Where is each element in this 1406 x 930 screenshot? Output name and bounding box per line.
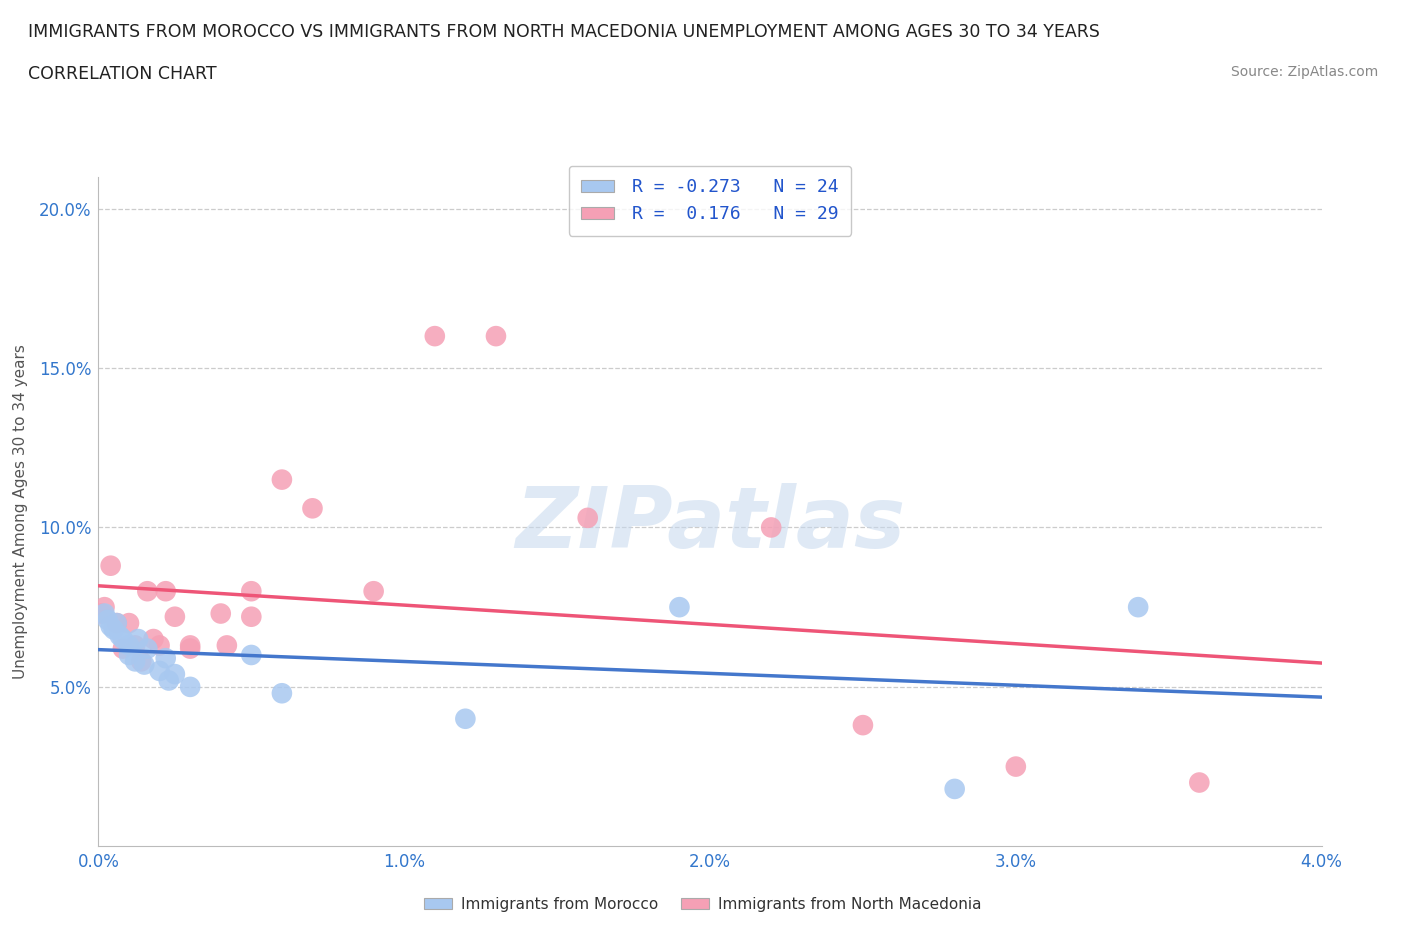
Point [118, 647, 141, 662]
Point [270, 472, 294, 487]
Text: Source: ZipAtlas.com: Source: ZipAtlas.com [1230, 65, 1378, 79]
Point [423, 328, 446, 343]
Point [142, 631, 165, 646]
Text: CORRELATION CHART: CORRELATION CHART [28, 65, 217, 83]
Legend: R = -0.273   N = 24, R =  0.176   N = 29: R = -0.273 N = 24, R = 0.176 N = 29 [569, 166, 851, 236]
Point [163, 667, 186, 682]
Point [363, 584, 385, 599]
Point [149, 663, 172, 678]
Point [124, 638, 146, 653]
Point [240, 609, 263, 624]
Point [100, 618, 122, 633]
Point [103, 622, 125, 637]
Y-axis label: Unemployment Among Ages 30 to 34 years: Unemployment Among Ages 30 to 34 years [13, 344, 28, 679]
Text: IMMIGRANTS FROM MOROCCO VS IMMIGRANTS FROM NORTH MACEDONIA UNEMPLOYMENT AMONG AG: IMMIGRANTS FROM MOROCCO VS IMMIGRANTS FR… [28, 23, 1099, 41]
Point [163, 609, 186, 624]
Point [943, 781, 966, 796]
Point [209, 606, 232, 621]
Point [668, 600, 690, 615]
Point [1128, 600, 1150, 615]
Point [134, 658, 156, 672]
Point [111, 631, 134, 646]
Point [136, 641, 159, 656]
Point [111, 641, 134, 656]
Legend: Immigrants from Morocco, Immigrants from North Macedonia: Immigrants from Morocco, Immigrants from… [419, 891, 987, 918]
Point [90, 606, 112, 621]
Point [118, 638, 141, 653]
Point [105, 616, 128, 631]
Point [179, 641, 201, 656]
Point [1188, 775, 1211, 790]
Point [454, 711, 477, 726]
Point [93, 600, 115, 615]
Point [129, 654, 152, 669]
Point [301, 501, 323, 516]
Point [215, 638, 238, 653]
Point [485, 328, 508, 343]
Point [576, 511, 599, 525]
Point [105, 616, 128, 631]
Point [100, 558, 122, 573]
Point [852, 718, 875, 733]
Point [108, 629, 131, 644]
Point [136, 584, 159, 599]
Point [127, 631, 149, 646]
Point [93, 606, 115, 621]
Point [155, 584, 177, 599]
Point [270, 685, 294, 700]
Text: ZIPatlas: ZIPatlas [515, 484, 905, 566]
Point [1004, 759, 1026, 774]
Point [240, 584, 263, 599]
Point [124, 654, 146, 669]
Point [97, 613, 120, 628]
Point [179, 638, 201, 653]
Point [179, 680, 201, 695]
Point [157, 673, 180, 688]
Point [155, 651, 177, 666]
Point [149, 638, 172, 653]
Point [118, 616, 141, 631]
Point [240, 647, 263, 662]
Point [759, 520, 782, 535]
